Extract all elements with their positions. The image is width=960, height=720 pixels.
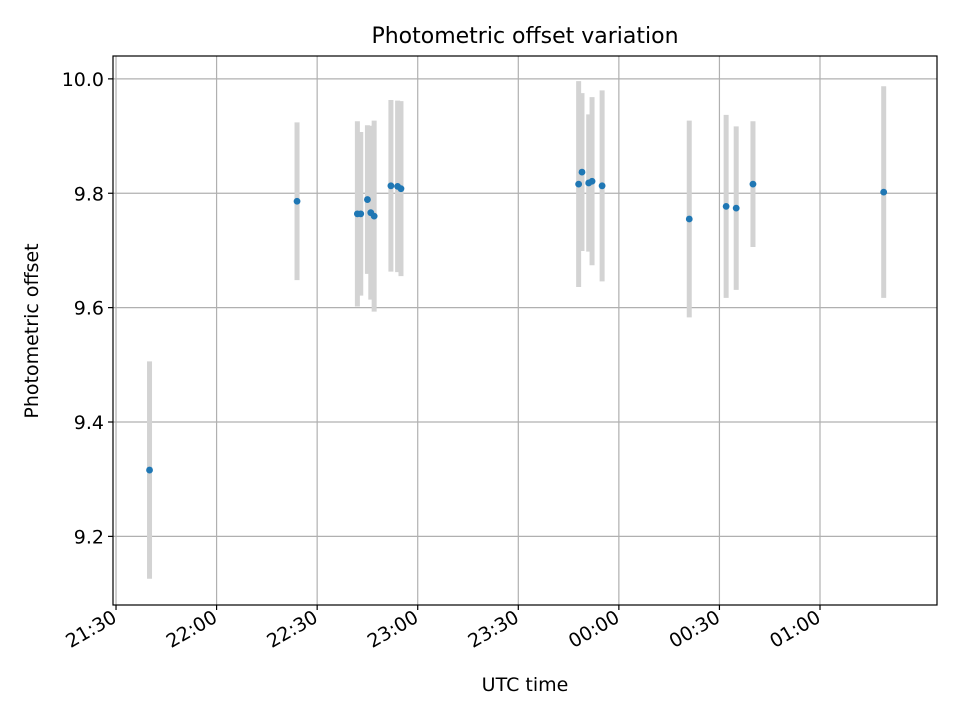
data-point <box>598 182 606 190</box>
data-points <box>146 168 888 474</box>
y-tick-label: 9.2 <box>74 526 104 548</box>
y-axis-ticks: 9.2 9.4 9.6 9.8 10.0 <box>62 69 113 548</box>
data-point <box>685 215 693 223</box>
data-point <box>387 182 395 190</box>
y-tick-label: 9.8 <box>74 183 104 205</box>
data-point <box>722 203 730 210</box>
data-point <box>575 180 583 188</box>
y-tick-label: 9.4 <box>74 412 104 434</box>
data-point <box>357 210 365 218</box>
data-point <box>880 188 888 196</box>
chart-title: Photometric offset variation <box>371 24 678 49</box>
y-axis-label: Photometric offset <box>21 243 43 418</box>
plot-frame <box>112 55 938 606</box>
data-point <box>364 196 371 203</box>
data-point <box>293 197 301 205</box>
data-point <box>749 180 757 188</box>
data-point <box>588 177 596 185</box>
y-tick-label: 10.0 <box>62 69 104 91</box>
data-point <box>397 185 405 193</box>
data-point <box>146 466 153 474</box>
data-point <box>732 204 740 212</box>
grid <box>113 56 937 605</box>
x-axis-label: UTC time <box>482 674 569 696</box>
data-point <box>578 168 586 176</box>
y-tick-label: 9.6 <box>74 298 104 320</box>
data-point <box>370 212 378 220</box>
